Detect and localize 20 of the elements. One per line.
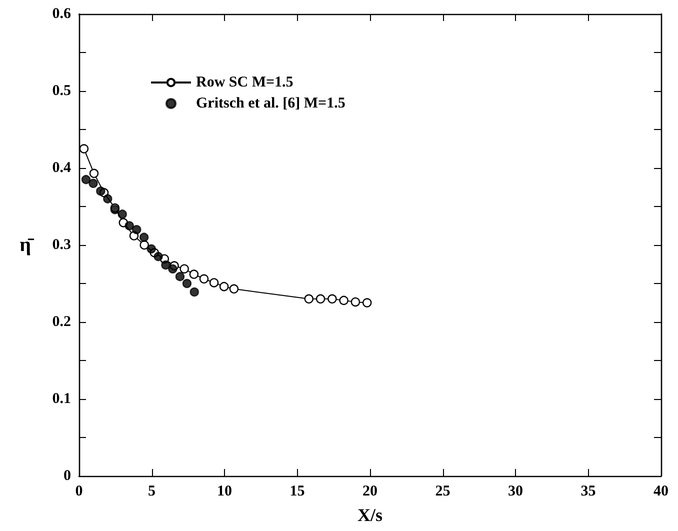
y-tick-label: 0.4 [52, 160, 72, 176]
y-tick-label: 0.3 [52, 237, 71, 253]
y-tick-label: 0.2 [52, 314, 71, 330]
x-tick-label: 0 [75, 484, 83, 500]
x-tick-label: 40 [654, 484, 668, 500]
legend-label: Row SC M=1.5 [196, 74, 294, 90]
x-tick-label: 20 [362, 484, 378, 500]
x-tick-label: 5 [148, 484, 156, 500]
legend-label: Gritsch et al. [6] M=1.5 [196, 96, 346, 112]
y-tick-label: 0.1 [52, 391, 71, 407]
y-tick-label: 0.5 [52, 83, 71, 99]
y-tick-label: 0.6 [52, 6, 72, 22]
y-tick-label: 0 [64, 468, 71, 484]
y-axis-title: η̄ [20, 234, 35, 256]
x-tick-label: 10 [217, 484, 232, 500]
x-axis-title: X/s [357, 505, 383, 525]
x-tick-label: 25 [435, 484, 450, 500]
x-tick-label: 15 [290, 484, 305, 500]
x-tick-label: 35 [580, 484, 596, 500]
x-tick-label: 30 [508, 484, 523, 500]
